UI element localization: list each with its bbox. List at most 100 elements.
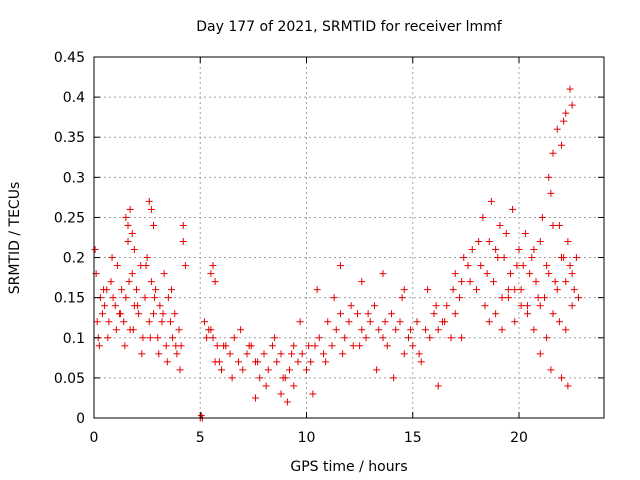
y-tick-label: 0.1 [63,331,85,347]
data-point-marker [146,334,154,342]
data-point-marker [155,350,163,358]
chart-title: Day 177 of 2021, SRMTID for receiver lmm… [196,19,503,35]
x-tick-label: 20 [510,430,528,446]
data-point-marker [228,374,236,382]
data-point-marker [562,326,570,334]
y-axis-label: SRMTID / TECUs [7,182,23,295]
data-point-marker [485,238,493,246]
data-point-marker [521,229,529,237]
data-point-marker [549,310,557,318]
data-point-marker [517,302,525,310]
data-point-marker [371,302,378,310]
data-point-marker [126,205,134,213]
data-point-marker [358,326,366,334]
data-point-marker [451,270,459,278]
data-point-marker [560,254,568,262]
x-axis-label: GPS time / hours [290,459,407,475]
data-point-marker [356,342,364,350]
data-point-marker [220,342,228,350]
data-point-marker [543,334,551,342]
data-point-marker [341,334,349,342]
data-point-marker [447,334,455,342]
data-point-marker [134,302,142,310]
data-point-marker [405,334,412,342]
data-point-marker [483,270,491,278]
data-point-marker [400,286,408,294]
data-point-marker [124,238,132,246]
data-point-marker [107,278,115,286]
data-point-marker [211,278,219,286]
data-point-marker [243,350,251,358]
data-point-marker [541,294,548,302]
data-point-marker [564,238,572,246]
data-point-marker [553,125,561,133]
data-point-marker [109,294,117,302]
y-tick-label: 0.35 [54,130,85,146]
data-point-marker [337,310,344,318]
data-point-marker [549,149,557,157]
data-point-marker [494,254,502,262]
data-point-marker [479,213,487,221]
data-point-marker [383,342,391,350]
data-point-marker [396,318,404,326]
data-point-marker [252,394,259,402]
data-point-marker [218,366,225,374]
data-point-marker [566,85,574,93]
data-point-marker [211,358,219,366]
data-point-marker [562,109,570,117]
data-point-marker [269,342,276,350]
data-point-marker [332,326,340,334]
data-point-marker [213,342,221,350]
data-point-marker [264,366,272,374]
data-point-marker [290,342,298,350]
data-point-marker [207,270,215,278]
data-point-marker [313,286,321,294]
data-point-marker [128,229,136,237]
data-point-marker [158,318,166,326]
data-point-marker [145,318,153,326]
data-point-marker [104,334,112,342]
data-point-marker [485,318,493,326]
data-point-marker [543,262,551,270]
data-point-marker [124,221,132,229]
data-point-marker [147,278,155,286]
data-point-marker [279,374,287,382]
x-tick-label: 10 [298,430,316,446]
data-point-marker [294,358,302,366]
data-point-marker [536,350,544,358]
data-point-marker [449,286,457,294]
data-point-marker [271,334,279,342]
data-point-marker [549,221,557,229]
data-point-marker [262,382,270,390]
data-point-marker [555,221,563,229]
data-point-marker [164,294,172,302]
plot-frame [93,56,605,419]
data-point-marker [203,334,211,342]
data-point-marker [354,310,361,318]
data-point-marker [347,302,355,310]
data-point-marker [538,213,546,221]
data-point-marker [156,302,164,310]
data-point-marker [254,358,262,366]
data-point-marker [95,342,103,350]
data-point-marker [504,286,512,294]
data-point-marker [441,318,449,326]
data-point-marker [113,262,121,270]
data-point-marker [328,342,336,350]
data-point-marker [209,262,217,270]
data-point-marker [237,326,245,334]
data-point-marker [398,294,406,302]
data-point-marker [226,350,234,358]
data-point-marker [358,278,366,286]
data-point-marker [175,326,183,334]
data-point-marker [112,326,120,334]
data-point-marker [558,141,565,149]
data-point-marker [504,294,512,302]
data-point-marker [481,302,489,310]
data-point-marker [143,254,151,262]
data-point-marker [536,302,544,310]
data-point-marker [407,326,415,334]
data-point-marker [296,318,304,326]
y-tick-label: 0 [76,411,85,427]
